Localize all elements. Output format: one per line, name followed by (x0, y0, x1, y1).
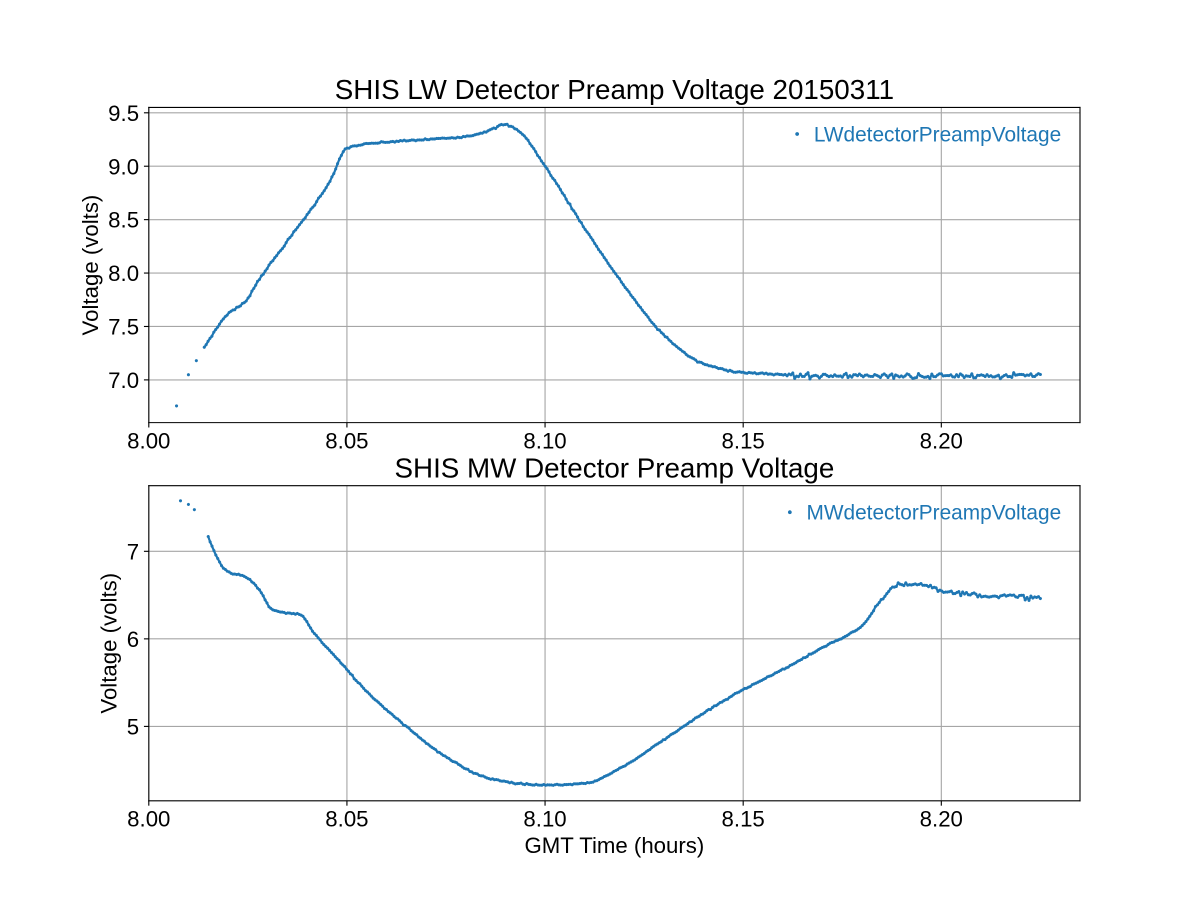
svg-text:8.20: 8.20 (920, 807, 963, 832)
svg-text:9.0: 9.0 (108, 154, 139, 179)
svg-text:8.5: 8.5 (108, 208, 139, 233)
svg-text:8.15: 8.15 (722, 428, 765, 453)
svg-text:Voltage (volts): Voltage (volts) (78, 195, 103, 336)
svg-text:9.5: 9.5 (108, 101, 139, 126)
svg-text:7.0: 7.0 (108, 368, 139, 393)
svg-text:8.0: 8.0 (108, 261, 139, 286)
svg-text:8.00: 8.00 (127, 807, 170, 832)
svg-text:5: 5 (127, 714, 139, 739)
svg-text:7: 7 (127, 539, 139, 564)
svg-text:LWdetectorPreampVoltage: LWdetectorPreampVoltage (814, 123, 1061, 146)
svg-text:8.05: 8.05 (325, 428, 368, 453)
svg-text:GMT Time (hours): GMT Time (hours) (524, 833, 704, 858)
svg-text:8.10: 8.10 (523, 428, 566, 453)
svg-text:SHIS LW Detector Preamp Voltag: SHIS LW Detector Preamp Voltage 20150311 (335, 74, 894, 105)
svg-text:MWdetectorPreampVoltage: MWdetectorPreampVoltage (807, 502, 1062, 525)
svg-text:Voltage (volts): Voltage (volts) (97, 573, 122, 714)
svg-text:7.5: 7.5 (108, 315, 139, 340)
svg-text:8.05: 8.05 (325, 807, 368, 832)
svg-text:8.20: 8.20 (920, 428, 963, 453)
svg-text:8.15: 8.15 (722, 807, 765, 832)
svg-text:8.00: 8.00 (127, 428, 170, 453)
svg-text:8.10: 8.10 (523, 807, 566, 832)
svg-text:6: 6 (127, 627, 139, 652)
svg-text:SHIS MW Detector Preamp Voltag: SHIS MW Detector Preamp Voltage (395, 452, 835, 483)
